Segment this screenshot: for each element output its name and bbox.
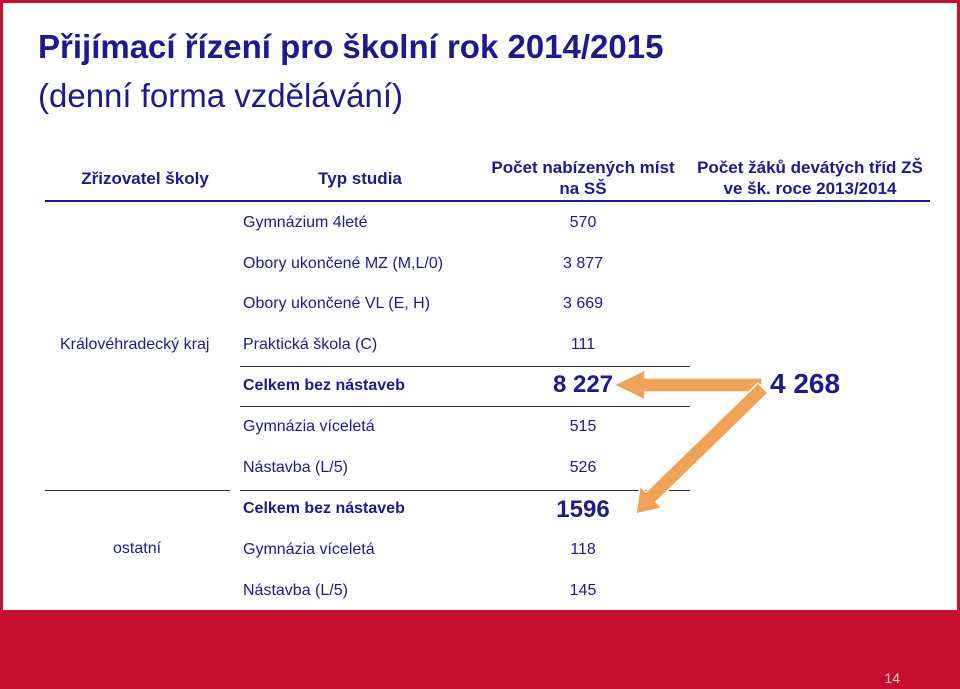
row-pocet: 3 877 [562,255,604,272]
header-divider [45,200,930,202]
row-pocet: 515 [569,418,597,435]
row-divider [240,366,690,367]
header-pocet-mist: Počet nabízených míst na SŠ [488,157,678,199]
row-typ: Praktická škola (C) [243,336,378,353]
header-pocet-zaku-line1: Počet žáků devátých tříd ZŠ [697,158,923,177]
row-typ-total: Celkem bez nástaveb [243,377,405,394]
region-divider [45,490,230,491]
row-pocet: 3 669 [562,295,604,312]
slide-subtitle: (denní forma vzdělávání) [38,77,404,114]
row-typ: Obory ukončené MZ (M,L/0) [243,255,444,272]
row-typ: Gymnázia víceletá [243,418,375,435]
row-typ: Gymnázia víceletá [243,541,375,558]
row-divider [240,490,690,491]
row-divider [240,406,690,407]
page-number: 14 [884,670,900,686]
row-typ: Gymnázium 4leté [243,214,368,231]
header-zrizovatel: Zřizovatel školy [81,169,209,188]
row-pocet: 145 [569,582,597,599]
total-zaku: 4 268 [770,368,841,399]
region-ostatni: ostatní [113,540,162,557]
footer-band [0,610,960,689]
row-typ-total: Celkem bez nástaveb [243,500,405,517]
arrow-diagonal-icon [635,381,770,515]
slide-title: Přijímací řízení pro školní rok 2014/201… [38,28,664,65]
row-pocet: 526 [569,459,597,476]
row-typ: Nástavba (L/5) [243,459,348,476]
header-typ-studia: Typ studia [318,169,402,188]
row-pocet: 118 [570,541,596,558]
row-typ: Obory ukončené VL (E, H) [243,295,431,312]
row-pocet-total: 1596 [556,496,610,523]
arrow-left-icon [612,368,763,402]
row-pocet-total: 8 227 [552,371,614,398]
row-pocet: 570 [569,214,597,231]
header-pocet-zaku-line2: ve šk. roce 2013/2014 [723,179,897,198]
header-pocet-mist-line2: na SŠ [559,179,607,198]
row-typ: Nástavba (L/5) [243,582,348,599]
region-kraj: Královéhradecký kraj [60,336,210,353]
header-pocet-mist-line1: Počet nabízených míst [491,158,675,177]
row-pocet: 111 [570,336,596,353]
header-pocet-zaku: Počet žáků devátých tříd ZŠ ve šk. roce … [690,157,930,199]
